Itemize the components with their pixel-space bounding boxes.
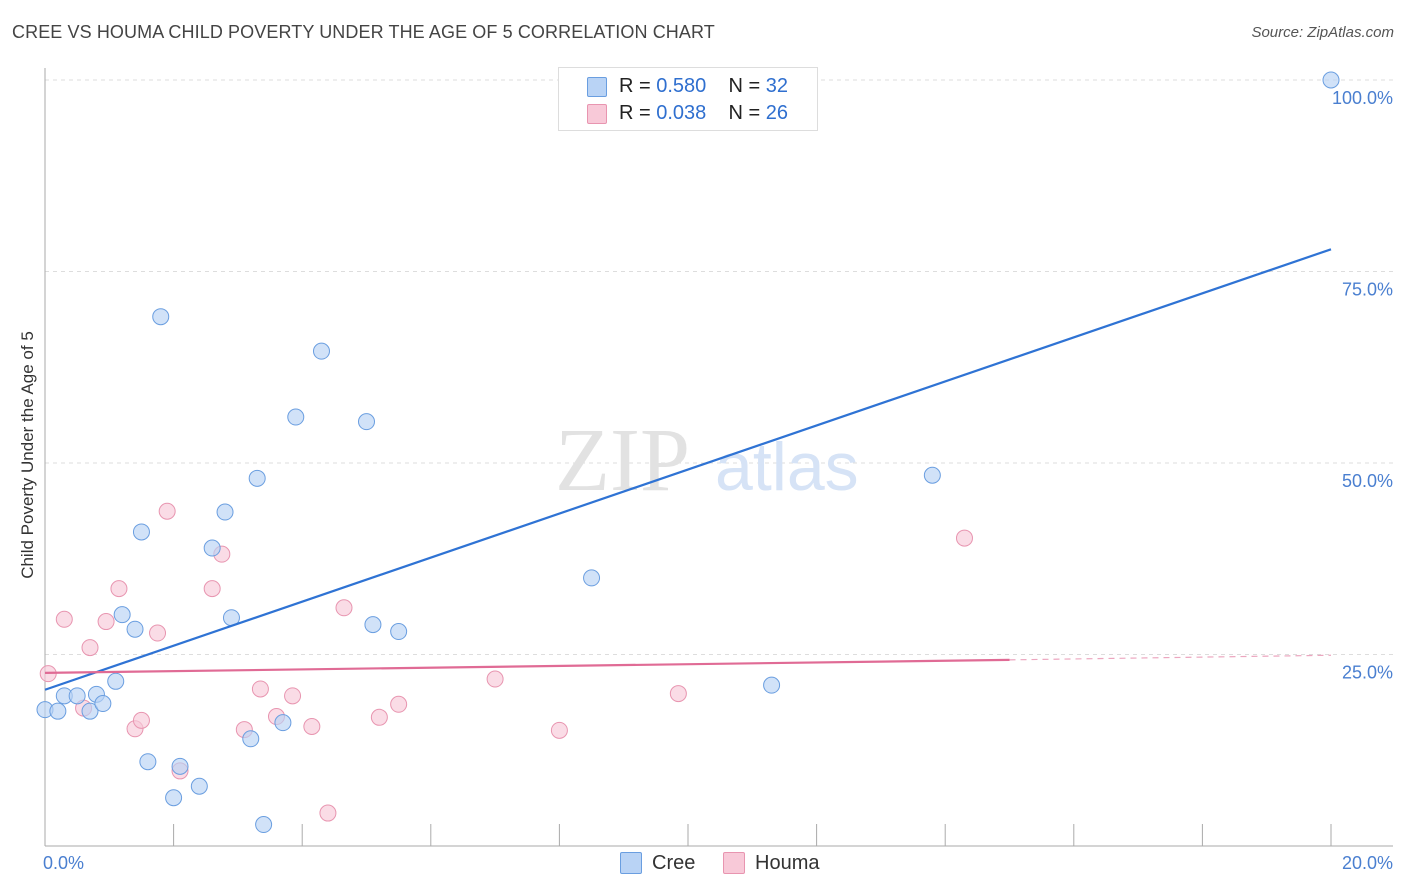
cree-point — [763, 676, 781, 694]
houma-point — [486, 670, 504, 688]
cree-point — [171, 757, 189, 775]
cree-point — [81, 702, 99, 720]
houma-point — [390, 695, 408, 713]
cree-point — [364, 616, 382, 634]
houma-point — [97, 613, 115, 631]
houma-point — [319, 804, 337, 822]
legend-swatch-houma — [587, 104, 607, 124]
bottom-legend-swatch-houma — [723, 852, 745, 874]
legend-text-cree: R = 0.580 N = 32 — [619, 75, 788, 98]
cree-point — [190, 777, 208, 795]
houma-point — [669, 685, 687, 703]
houma-point — [55, 610, 73, 628]
cree-point — [287, 408, 305, 426]
legend-n-value-cree: 32 — [765, 75, 789, 97]
cree-point — [216, 503, 234, 521]
houma-point — [251, 680, 269, 698]
cree-point — [113, 606, 131, 624]
y-tick-label: 100.0% — [1332, 88, 1393, 108]
y-tick-label: 75.0% — [1342, 280, 1393, 300]
houma-trend-extension — [1009, 654, 1332, 661]
cree-point — [49, 702, 67, 720]
cree-point — [165, 789, 183, 807]
legend-r-label: R = — [619, 75, 657, 97]
houma-point — [81, 639, 99, 657]
legend-top: R = 0.580 N = 32 R = 0.038 N = 26 — [558, 67, 818, 131]
houma-point — [550, 721, 568, 739]
watermark-zip: ZIP — [555, 411, 690, 510]
legend-text-houma: R = 0.038 N = 26 — [619, 102, 788, 125]
legend-swatch-cree — [587, 77, 607, 97]
cree-point — [248, 469, 266, 487]
houma-point — [158, 502, 176, 520]
cree-point — [107, 672, 125, 690]
cree-trend-line — [44, 248, 1332, 691]
houma-point — [303, 718, 321, 736]
cree-point — [312, 342, 330, 360]
cree-point — [274, 714, 292, 732]
cree-point — [203, 539, 221, 557]
legend-r-label: R = — [619, 102, 657, 124]
houma-point — [284, 687, 302, 705]
legend-r-value-cree: 0.580 — [656, 75, 707, 97]
cree-point — [1322, 71, 1340, 89]
watermark-atlas: atlas — [715, 429, 859, 505]
points-layer — [36, 71, 1340, 834]
cree-point — [68, 687, 86, 705]
cree-point — [139, 753, 157, 771]
legend-n-label: N = — [728, 75, 766, 97]
bottom-legend-label-houma: Houma — [755, 852, 820, 874]
y-tick-label: 50.0% — [1342, 471, 1393, 491]
houma-trend-line — [44, 658, 1010, 674]
houma-point — [132, 711, 150, 729]
cree-point — [242, 730, 260, 748]
trend-layer — [44, 248, 1332, 691]
houma-point — [955, 529, 973, 547]
cree-point — [255, 816, 273, 834]
legend-n-value-houma: 26 — [765, 102, 789, 124]
source-label: Source: ZipAtlas.com — [1251, 24, 1394, 41]
x-tick-label: 20.0% — [1342, 853, 1393, 873]
houma-point — [335, 599, 353, 617]
watermark: ZIP atlas — [555, 411, 859, 510]
bottom-legend-label-cree: Cree — [652, 852, 696, 874]
houma-point — [370, 708, 388, 726]
houma-point — [149, 624, 167, 642]
cree-point — [390, 623, 408, 641]
cree-point — [152, 308, 170, 326]
cree-point — [358, 413, 375, 431]
cree-point — [126, 620, 144, 638]
legend-n-label: N = — [728, 102, 766, 124]
chart-title: CREE VS HOUMA CHILD POVERTY UNDER THE AG… — [12, 22, 715, 42]
legend-r-value-houma: 0.038 — [656, 102, 707, 124]
bottom-legend-swatch-cree — [620, 852, 642, 874]
cree-point — [94, 695, 112, 713]
houma-point — [203, 580, 221, 598]
cree-point — [923, 466, 941, 484]
y-tick-label: 25.0% — [1342, 663, 1393, 683]
grid-layer — [45, 79, 1393, 655]
houma-point — [110, 580, 128, 598]
cree-point — [132, 523, 150, 541]
x-tick-label: 0.0% — [43, 853, 84, 873]
ticks-layer: 25.0% 50.0% 75.0% 100.0% 0.0% 20.0% — [43, 88, 1393, 873]
cree-point — [583, 569, 601, 587]
